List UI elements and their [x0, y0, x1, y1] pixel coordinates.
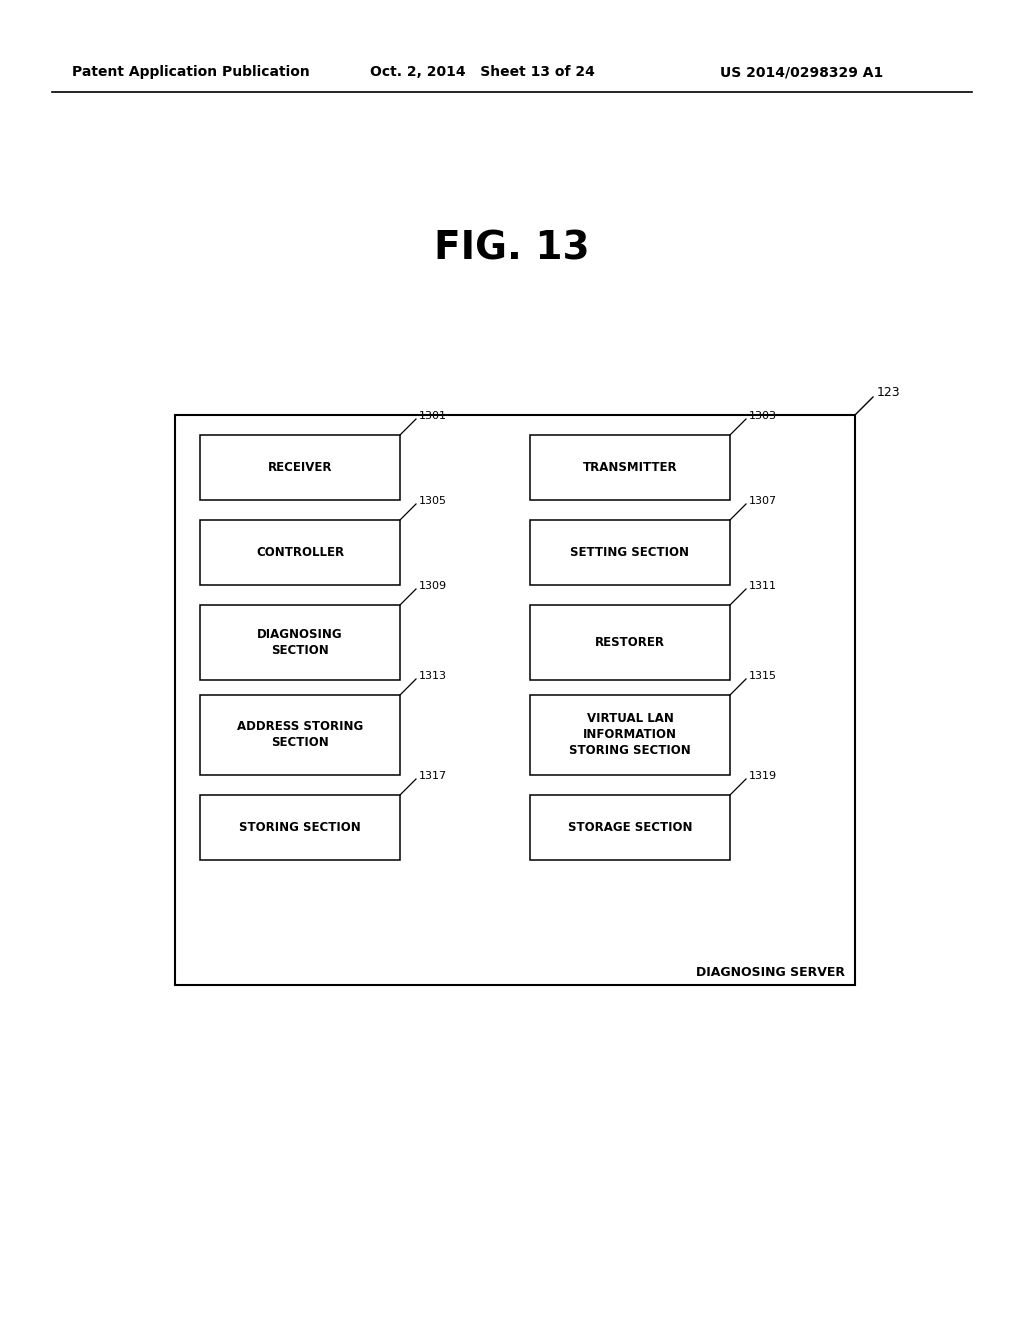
Text: 1303: 1303	[749, 411, 777, 421]
Text: Patent Application Publication: Patent Application Publication	[72, 65, 309, 79]
Text: TRANSMITTER: TRANSMITTER	[583, 461, 677, 474]
Bar	[530, 795, 730, 861]
Text: 1313: 1313	[419, 671, 447, 681]
Text: RECEIVER: RECEIVER	[267, 461, 332, 474]
Text: DIAGNOSING
SECTION: DIAGNOSING SECTION	[257, 628, 343, 657]
Text: RESTORER: RESTORER	[595, 636, 665, 649]
Bar	[530, 436, 730, 500]
Bar	[200, 696, 400, 775]
Text: CONTROLLER: CONTROLLER	[256, 546, 344, 558]
Text: 1317: 1317	[419, 771, 447, 781]
Text: 1319: 1319	[749, 771, 777, 781]
Text: 1307: 1307	[749, 496, 777, 506]
Bar	[530, 605, 730, 680]
Text: STORING SECTION: STORING SECTION	[240, 821, 360, 834]
Text: US 2014/0298329 A1: US 2014/0298329 A1	[720, 65, 884, 79]
Text: 1301: 1301	[419, 411, 447, 421]
Text: 1311: 1311	[749, 581, 777, 591]
Bar	[200, 605, 400, 680]
Bar	[175, 414, 855, 985]
Bar	[200, 520, 400, 585]
Bar	[200, 436, 400, 500]
Bar	[530, 696, 730, 775]
Bar	[530, 520, 730, 585]
Text: FIG. 13: FIG. 13	[434, 228, 590, 267]
Text: 123: 123	[877, 387, 901, 400]
Text: Oct. 2, 2014   Sheet 13 of 24: Oct. 2, 2014 Sheet 13 of 24	[370, 65, 595, 79]
Text: 1309: 1309	[419, 581, 447, 591]
Text: 1315: 1315	[749, 671, 777, 681]
Text: STORAGE SECTION: STORAGE SECTION	[567, 821, 692, 834]
Bar	[200, 795, 400, 861]
Text: DIAGNOSING SERVER: DIAGNOSING SERVER	[696, 966, 845, 979]
Text: 1305: 1305	[419, 496, 447, 506]
Text: ADDRESS STORING
SECTION: ADDRESS STORING SECTION	[237, 721, 364, 750]
Text: VIRTUAL LAN
INFORMATION
STORING SECTION: VIRTUAL LAN INFORMATION STORING SECTION	[569, 713, 691, 758]
Text: SETTING SECTION: SETTING SECTION	[570, 546, 689, 558]
